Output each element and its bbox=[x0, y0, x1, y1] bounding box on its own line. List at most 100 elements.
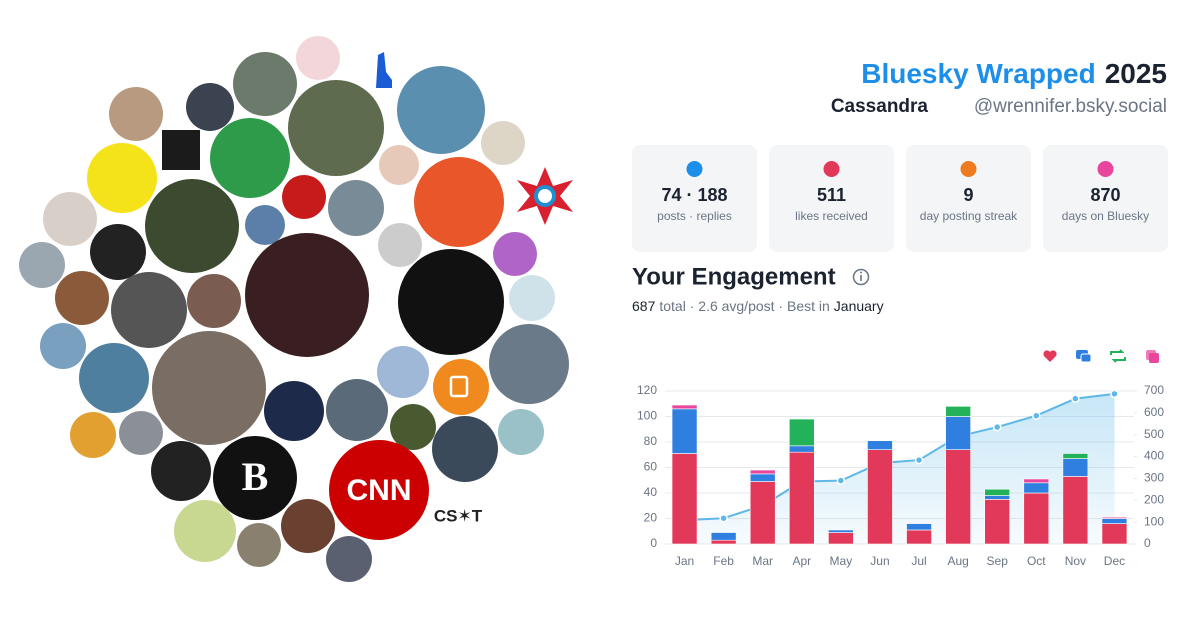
bar-segment bbox=[906, 529, 932, 545]
avatar[interactable] bbox=[432, 416, 498, 482]
avatar[interactable] bbox=[237, 523, 281, 567]
avatar[interactable] bbox=[111, 272, 187, 348]
avatar[interactable] bbox=[509, 275, 555, 321]
bar-segment bbox=[1101, 523, 1128, 545]
summary: 687 total · 2.6 avg/post · Best in January bbox=[632, 298, 884, 314]
x-tick-label: Mar bbox=[752, 554, 773, 568]
avatar[interactable] bbox=[152, 331, 266, 445]
avatar[interactable] bbox=[282, 175, 326, 219]
bar-segment bbox=[1023, 478, 1050, 484]
avatar[interactable] bbox=[433, 359, 489, 415]
stat-card bbox=[632, 145, 757, 252]
y2-tick-label: 600 bbox=[1144, 405, 1164, 419]
user-name: Cassandra bbox=[831, 96, 929, 117]
avatar[interactable] bbox=[329, 440, 429, 540]
avatar-building[interactable] bbox=[162, 130, 200, 170]
avatar[interactable] bbox=[186, 83, 234, 131]
bar-segment bbox=[867, 449, 893, 545]
avatar[interactable] bbox=[328, 180, 384, 236]
x-tick-label: Feb bbox=[713, 554, 734, 568]
avatar-text[interactable]: CS✶T bbox=[434, 506, 483, 525]
legend-quotes[interactable] bbox=[1146, 350, 1159, 363]
avatar[interactable] bbox=[397, 66, 485, 154]
avatar-cloud: B CNN CS✶T bbox=[19, 36, 573, 582]
avatar[interactable] bbox=[326, 379, 388, 441]
y-tick-label: 0 bbox=[650, 536, 657, 550]
bar-segment bbox=[984, 495, 1011, 500]
bar-segment bbox=[945, 449, 971, 545]
y-tick-label: 100 bbox=[637, 409, 657, 423]
avatar[interactable] bbox=[187, 274, 241, 328]
avatar[interactable] bbox=[233, 52, 297, 116]
user-handle: @wrennifer.bsky.social bbox=[974, 96, 1167, 117]
legend-reposts[interactable] bbox=[1110, 349, 1126, 363]
avatar[interactable] bbox=[264, 381, 324, 441]
bar-segment bbox=[828, 532, 854, 545]
bar-segment bbox=[710, 539, 737, 545]
summary-total: 687 bbox=[632, 298, 656, 314]
avatar[interactable] bbox=[288, 80, 384, 176]
stat-card bbox=[769, 145, 894, 252]
avatar[interactable] bbox=[281, 499, 335, 553]
bar-segment bbox=[749, 469, 776, 475]
avatar[interactable] bbox=[493, 232, 537, 276]
avatar[interactable] bbox=[213, 436, 297, 520]
avatar[interactable] bbox=[379, 145, 419, 185]
x-tick-label: Sep bbox=[987, 554, 1009, 568]
stat-value: 870 bbox=[1090, 185, 1120, 205]
avatar-text[interactable]: CNN bbox=[347, 474, 412, 507]
avatar[interactable] bbox=[79, 343, 149, 413]
bar-segment bbox=[671, 453, 698, 545]
bar-segment bbox=[867, 440, 893, 450]
avatar[interactable] bbox=[55, 271, 109, 325]
bar-segment bbox=[1062, 453, 1089, 459]
y2-tick-label: 500 bbox=[1144, 427, 1164, 441]
avatar[interactable] bbox=[87, 143, 157, 213]
avatar[interactable] bbox=[398, 249, 504, 355]
avatar[interactable] bbox=[70, 412, 116, 458]
avatar[interactable] bbox=[40, 323, 86, 369]
title-brand: Bluesky Wrapped bbox=[861, 58, 1095, 89]
line-point bbox=[1071, 394, 1080, 403]
avatar[interactable] bbox=[245, 233, 369, 357]
y2-tick-label: 200 bbox=[1144, 492, 1164, 506]
avatar[interactable] bbox=[151, 441, 211, 501]
avatar[interactable] bbox=[145, 179, 239, 273]
stat-label: likes received bbox=[795, 209, 868, 223]
avatar[interactable] bbox=[481, 121, 525, 165]
avatar[interactable] bbox=[19, 242, 65, 288]
avatar[interactable] bbox=[119, 411, 163, 455]
avatar[interactable] bbox=[109, 87, 163, 141]
avatar[interactable] bbox=[245, 205, 285, 245]
avatar[interactable] bbox=[174, 500, 236, 562]
title: Bluesky Wrapped 2025 bbox=[861, 58, 1167, 89]
y-tick-label: 40 bbox=[644, 485, 658, 499]
avatar[interactable] bbox=[90, 224, 146, 280]
avatar[interactable] bbox=[377, 346, 429, 398]
x-tick-label: Dec bbox=[1104, 554, 1125, 568]
avatar-state[interactable] bbox=[376, 52, 392, 88]
title-year: 2025 bbox=[1105, 58, 1167, 89]
avatar[interactable] bbox=[378, 223, 422, 267]
avatar[interactable] bbox=[296, 36, 340, 80]
legend-replies[interactable] bbox=[1076, 350, 1092, 363]
avatar[interactable] bbox=[326, 536, 372, 582]
avatar[interactable] bbox=[414, 157, 504, 247]
avatar[interactable] bbox=[489, 324, 569, 404]
avatar[interactable] bbox=[210, 118, 290, 198]
stat-card bbox=[906, 145, 1031, 252]
info-icon[interactable] bbox=[852, 268, 870, 286]
x-tick-label: Jun bbox=[870, 554, 889, 568]
bar-segment bbox=[1062, 458, 1089, 477]
bar-segment bbox=[788, 445, 815, 453]
stat-label: posts · replies bbox=[657, 209, 732, 223]
avatar[interactable] bbox=[498, 409, 544, 455]
legend-likes[interactable] bbox=[1043, 350, 1057, 362]
avatar-text[interactable]: B bbox=[242, 454, 269, 499]
avatar[interactable] bbox=[390, 404, 436, 450]
y2-tick-label: 300 bbox=[1144, 471, 1164, 485]
avatar-mug bbox=[449, 375, 469, 398]
avatar[interactable] bbox=[43, 192, 97, 246]
y-tick-label: 60 bbox=[644, 460, 658, 474]
